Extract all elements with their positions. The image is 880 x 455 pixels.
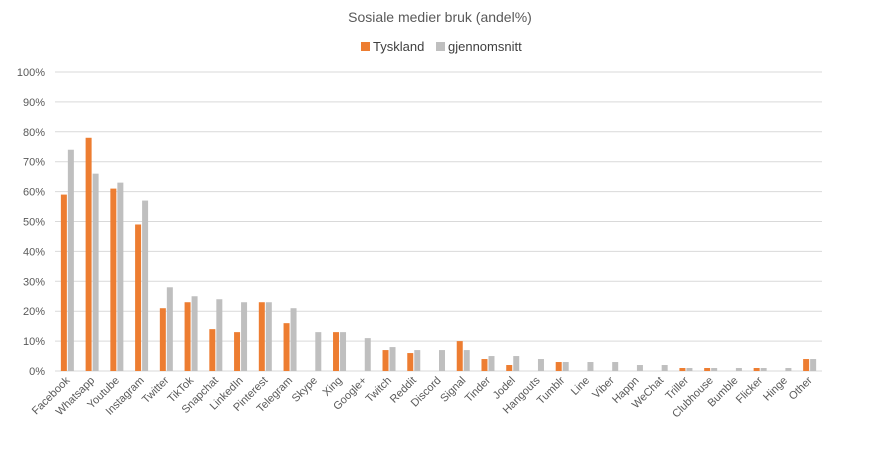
bar-gjennomsnitt-hangouts bbox=[537, 359, 544, 371]
chart-title: Sosiale medier bruk (andel%) bbox=[348, 9, 532, 25]
x-axis: FacebookWhatsappYoutubeInstagramTwitterT… bbox=[30, 374, 815, 420]
bar-tyskland-twitch bbox=[382, 350, 389, 371]
bars bbox=[60, 137, 817, 371]
bar-gjennomsnitt-instagram bbox=[142, 200, 149, 371]
x-tick-label-hinge: Hinge bbox=[761, 375, 790, 404]
x-tick-label-flicker: Flicker bbox=[734, 374, 766, 406]
y-tick-label: 90% bbox=[23, 97, 45, 109]
bar-gjennomsnitt-discord bbox=[439, 350, 445, 371]
bar-tyskland-youtube bbox=[110, 188, 117, 371]
bar-tyskland-clubhouse bbox=[704, 368, 711, 371]
gridlines bbox=[55, 71, 822, 372]
bar-gjennomsnitt-other bbox=[810, 359, 817, 371]
bar-tyskland-instagram bbox=[135, 224, 142, 371]
y-tick-label: 70% bbox=[23, 157, 45, 169]
bar-gjennomsnitt-pinterest bbox=[265, 302, 272, 371]
bar-tyskland-tinder bbox=[481, 359, 488, 371]
y-tick-label: 100% bbox=[17, 67, 45, 79]
bar-gjennomsnitt-tiktok bbox=[191, 296, 198, 371]
y-tick-label: 40% bbox=[23, 246, 45, 258]
bar-tyskland-reddit bbox=[407, 353, 414, 371]
legend-swatch-tyskland bbox=[361, 42, 370, 51]
bar-gjennomsnitt-wechat bbox=[661, 365, 668, 371]
bar-gjennomsnitt-tinder bbox=[488, 356, 495, 371]
bar-gjennomsnitt-clubhouse bbox=[711, 368, 718, 371]
x-tick-label-tumblr: Tumblr bbox=[535, 374, 568, 407]
x-tick-label-signal: Signal bbox=[438, 375, 468, 405]
bar-tyskland-signal bbox=[456, 341, 463, 371]
bar-tyskland-tiktok bbox=[184, 302, 191, 371]
legend: Tyskland gjennomsnitt bbox=[361, 39, 522, 54]
bar-gjennomsnitt-google bbox=[364, 338, 371, 371]
bar-gjennomsnitt-twitter bbox=[166, 287, 173, 371]
bar-gjennomsnitt-signal bbox=[463, 350, 470, 371]
bar-gjennomsnitt-facebook bbox=[67, 149, 74, 371]
bar-tyskland-twitter bbox=[159, 308, 166, 371]
y-tick-label: 80% bbox=[23, 127, 45, 139]
x-tick-label-twitter: Twitter bbox=[140, 374, 172, 406]
bar-gjennomsnitt-happn bbox=[636, 365, 643, 371]
legend-swatch-gjennomsnitt bbox=[436, 42, 445, 51]
bar-gjennomsnitt-telegram bbox=[290, 308, 297, 371]
bar-gjennomsnitt-bumble bbox=[735, 368, 742, 371]
bar-gjennomsnitt-whatsapp bbox=[92, 173, 99, 371]
bar-tyskland-xing bbox=[333, 332, 340, 371]
y-tick-label: 20% bbox=[23, 306, 45, 318]
y-tick-label: 60% bbox=[23, 187, 45, 199]
bar-gjennomsnitt-tumblr bbox=[562, 362, 569, 371]
bar-tyskland-pinterest bbox=[258, 302, 265, 371]
bar-gjennomsnitt-line bbox=[587, 362, 594, 371]
bar-tyskland-snapchat bbox=[209, 329, 216, 371]
x-tick-label-line: Line bbox=[569, 375, 592, 398]
bar-gjennomsnitt-viber bbox=[612, 362, 619, 371]
bar-gjennomsnitt-triller bbox=[686, 368, 693, 371]
bar-gjennomsnitt-snapchat bbox=[216, 299, 223, 371]
x-tick-label-skype: Skype bbox=[290, 375, 320, 405]
bar-gjennomsnitt-xing bbox=[340, 332, 347, 371]
y-tick-label: 30% bbox=[23, 276, 45, 288]
x-tick-label-twitch: Twitch bbox=[364, 375, 395, 406]
y-tick-label: 10% bbox=[23, 336, 45, 348]
bar-gjennomsnitt-flicker bbox=[760, 368, 767, 371]
bar-gjennomsnitt-twitch bbox=[389, 347, 396, 371]
bar-gjennomsnitt-linkedin bbox=[241, 302, 248, 371]
bar-gjennomsnitt-hinge bbox=[785, 368, 792, 371]
bar-gjennomsnitt-reddit bbox=[414, 350, 421, 371]
bar-tyskland-flicker bbox=[753, 368, 760, 371]
bar-gjennomsnitt-jodel bbox=[513, 356, 520, 371]
bar-tyskland-linkedin bbox=[234, 332, 241, 371]
bar-tyskland-facebook bbox=[60, 194, 67, 371]
bar-tyskland-tumblr bbox=[555, 362, 562, 371]
bar-tyskland-whatsapp bbox=[85, 137, 92, 371]
legend-label-tyskland: Tyskland bbox=[373, 39, 424, 54]
bar-gjennomsnitt-youtube bbox=[117, 182, 124, 371]
bar-tyskland-telegram bbox=[283, 323, 290, 371]
y-axis: 0% 10% 20% 30% 40% 50% 60% 70% 80% 90% 100% bbox=[17, 67, 45, 378]
y-tick-label: 50% bbox=[23, 217, 45, 229]
x-tick-label-tinder: Tinder bbox=[463, 374, 493, 404]
legend-label-gjennomsnitt: gjennomsnitt bbox=[448, 39, 522, 54]
bar-tyskland-other bbox=[803, 359, 810, 371]
x-tick-label-other: Other bbox=[787, 374, 815, 402]
bar-tyskland-triller bbox=[679, 368, 686, 371]
bar-tyskland-jodel bbox=[506, 365, 513, 371]
y-tick-label: 0% bbox=[29, 366, 45, 378]
bar-gjennomsnitt-skype bbox=[315, 332, 322, 371]
